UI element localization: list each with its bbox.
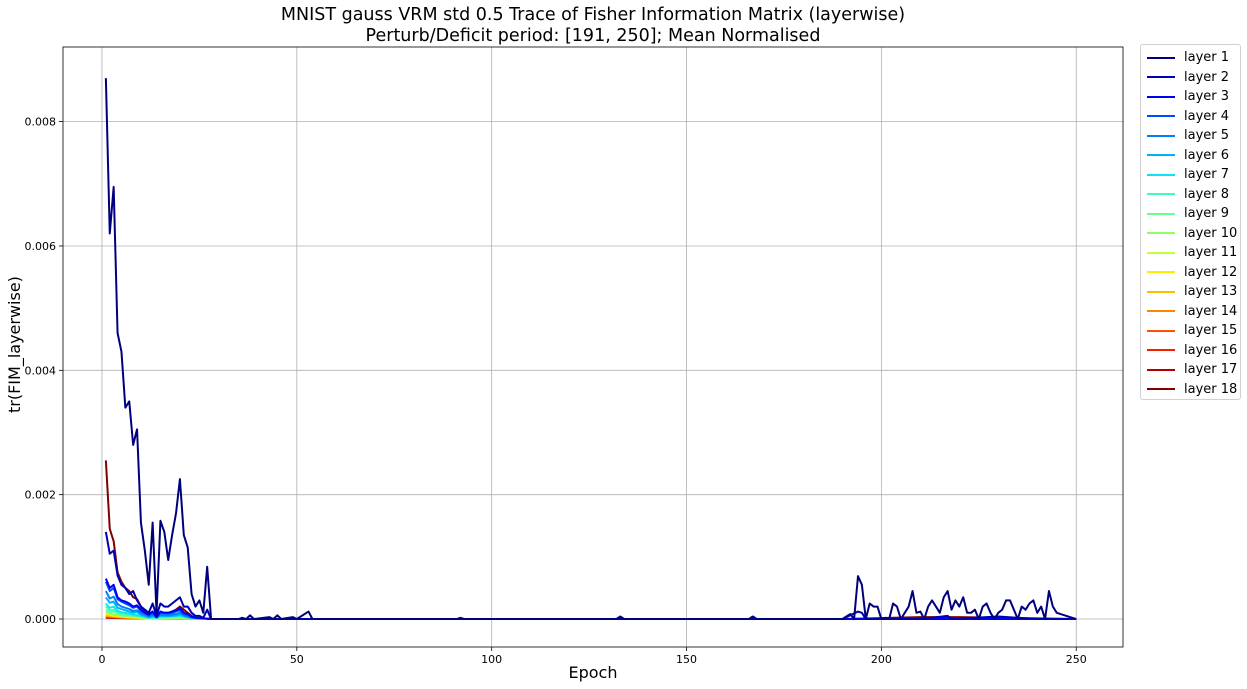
legend-item: layer 1 (1141, 48, 1240, 68)
legend-label: layer 7 (1184, 167, 1230, 183)
x-tick-label: 100 (481, 653, 502, 666)
legend-item: layer 12 (1141, 263, 1240, 283)
x-tick-label: 50 (290, 653, 304, 666)
legend-label: layer 11 (1184, 245, 1238, 261)
y-tick-label: 0.004 (25, 364, 57, 377)
legend: layer 1 layer 2 layer 3 layer 4 layer 5 layer… (1140, 44, 1241, 400)
legend-swatch (1147, 349, 1175, 352)
x-axis-label: Epoch (568, 663, 618, 682)
legend-item: layer 16 (1141, 341, 1240, 361)
legend-swatch (1147, 388, 1175, 391)
series-line-layer-5 (104, 590, 1077, 621)
y-tick-label: 0.002 (25, 489, 57, 502)
legend-item: layer 15 (1141, 321, 1240, 341)
legend-label: layer 10 (1184, 225, 1238, 241)
legend-item: layer 3 (1141, 87, 1240, 107)
legend-swatch (1147, 232, 1175, 235)
axes-layer: 0 50 100 150 200 250 0.000 0.002 0.004 0.006 0.008 (25, 46, 1124, 666)
legend-item: layer 13 (1141, 282, 1240, 302)
legend-item: layer 8 (1141, 185, 1240, 205)
chart-title: MNIST gauss VRM std 0.5 Trace of Fisher … (280, 5, 906, 25)
series-line-layer-18 (104, 460, 1077, 621)
legend-label: layer 12 (1184, 264, 1238, 280)
x-tick-label: 250 (1066, 653, 1087, 666)
series-line-layer-6 (105, 596, 1077, 621)
series-line-layer-1 (104, 78, 1077, 621)
legend-label: layer 2 (1184, 69, 1230, 85)
y-axis-label: tr(FIM_layerwise) (5, 276, 24, 413)
legend-item: layer 17 (1141, 360, 1240, 380)
legend-item: layer 9 (1141, 204, 1240, 224)
x-tick-label: 150 (676, 653, 697, 666)
legend-label: layer 4 (1184, 108, 1230, 124)
legend-item: layer 14 (1141, 302, 1240, 322)
legend-swatch (1147, 368, 1175, 371)
legend-label: layer 15 (1184, 323, 1238, 339)
legend-item: layer 7 (1141, 165, 1240, 185)
plot-frame (62, 46, 1124, 648)
legend-item: layer 6 (1141, 146, 1240, 166)
legend-item: layer 2 (1141, 68, 1240, 88)
legend-label: layer 16 (1184, 342, 1238, 358)
legend-swatch (1147, 193, 1175, 196)
legend-label: layer 17 (1184, 362, 1238, 378)
series-line-layer-4 (104, 581, 1077, 621)
y-tick-label: 0.008 (25, 116, 57, 129)
legend-swatch (1147, 173, 1175, 176)
legend-label: layer 5 (1184, 128, 1230, 144)
legend-label: layer 3 (1184, 89, 1230, 105)
legend-swatch (1147, 212, 1175, 215)
legend-swatch (1147, 134, 1175, 137)
legend-swatch (1147, 310, 1175, 313)
legend-swatch (1147, 329, 1175, 332)
series-layer (104, 78, 1077, 621)
series-line-layer-3 (104, 578, 1077, 621)
legend-label: layer 18 (1184, 381, 1238, 397)
legend-item: layer 18 (1141, 380, 1240, 400)
legend-label: layer 13 (1184, 284, 1238, 300)
x-tick-label: 0 (98, 653, 105, 666)
legend-label: layer 9 (1184, 206, 1230, 222)
legend-item: layer 11 (1141, 243, 1240, 263)
legend-swatch (1147, 56, 1175, 59)
grid-layer (63, 47, 1123, 647)
legend-swatch (1147, 251, 1175, 254)
legend-swatch (1147, 271, 1175, 274)
legend-swatch (1147, 290, 1175, 293)
chart-subtitle: Perturb/Deficit period: [191, 250]; Mean… (365, 26, 821, 46)
legend-label: layer 14 (1184, 303, 1238, 319)
legend-swatch (1147, 95, 1175, 98)
legend-swatch (1147, 76, 1175, 79)
legend-item: layer 10 (1141, 224, 1240, 244)
legend-label: layer 1 (1184, 50, 1230, 66)
legend-swatch (1147, 115, 1175, 118)
y-tick-label: 0.000 (25, 613, 57, 626)
y-tick-label: 0.006 (25, 240, 57, 253)
legend-item: layer 4 (1141, 107, 1240, 127)
legend-item: layer 5 (1141, 126, 1240, 146)
series-line-layer-2 (104, 531, 1077, 621)
legend-label: layer 6 (1184, 147, 1230, 163)
legend-swatch (1147, 154, 1175, 157)
legend-label: layer 8 (1184, 186, 1230, 202)
x-tick-label: 200 (871, 653, 892, 666)
